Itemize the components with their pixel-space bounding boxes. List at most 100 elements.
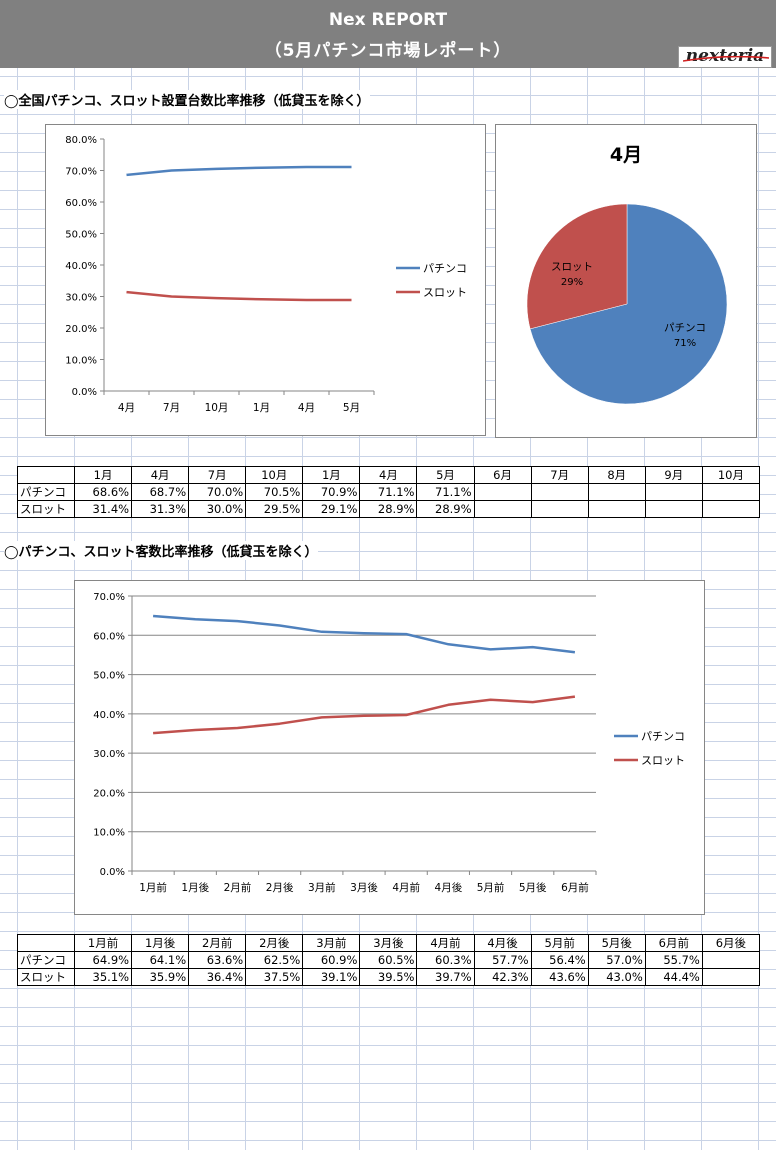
- logo-swoosh-icon: [683, 56, 769, 62]
- table-cell: [701, 500, 760, 518]
- table-cell: 56.4%: [530, 951, 589, 969]
- installation-ratio-chart: 0.0% 10.0% 20.0% 30.0% 40.0% 50.0% 60.0% 70.0% 8…: [45, 124, 486, 436]
- table-cell: 31.3%: [131, 500, 190, 518]
- y-tick-label: 30.0%: [93, 749, 125, 760]
- series-line-pachinko: [153, 614, 576, 654]
- table-cell: 29.1%: [302, 500, 361, 518]
- table-cell: 35.1%: [73, 968, 133, 986]
- pie-slice-slot: [526, 203, 628, 330]
- table-row-label: パチンコ: [17, 951, 75, 969]
- legend-label: パチンコ: [423, 262, 467, 275]
- table-cell: 70.9%: [302, 483, 361, 501]
- pie-slice-pachinko: [529, 203, 728, 405]
- table-cell: 64.9%: [73, 951, 133, 969]
- table-header-cell: 5月: [416, 466, 475, 484]
- table-cell: 62.5%: [245, 951, 304, 969]
- series-line-slot: [126, 290, 352, 302]
- table-cell: [701, 951, 760, 969]
- x-tick-label: 3月後: [350, 881, 378, 894]
- table-header-cell: 4月前: [416, 934, 475, 952]
- table-row: パチンコ 68.6% 68.7% 70.0% 70.5% 70.9% 71.1% 71.1%: [17, 483, 760, 501]
- table-cell: 70.5%: [245, 483, 304, 501]
- y-tick-label: 40.0%: [93, 710, 125, 721]
- table-cell: 44.4%: [644, 968, 703, 986]
- x-tick-label: 6月前: [561, 881, 589, 894]
- pie-slice-name: パチンコ: [664, 322, 706, 334]
- x-tick-label: 1月: [253, 402, 270, 414]
- x-tick-label: 10月: [205, 402, 229, 414]
- table-header-cell: 6月: [473, 466, 532, 484]
- report-title: Nex REPORT: [328, 10, 448, 30]
- y-tick-label: 10.0%: [65, 356, 97, 367]
- table-header-cell: 9月: [644, 466, 703, 484]
- report-subtitle: （5月パチンコ市場レポート）: [264, 41, 512, 61]
- y-tick-label: 0.0%: [72, 387, 97, 398]
- table-header-cell: 2月後: [245, 934, 304, 952]
- x-tick-label: 3月前: [308, 881, 336, 894]
- customer-ratio-line-chart: 0.0% 10.0% 20.0% 30.0% 40.0% 50.0% 60.0% 70.0% 1…: [93, 592, 685, 894]
- table-header-cell: [17, 934, 75, 952]
- table-header-cell: 6月前: [644, 934, 703, 952]
- x-tick-label: 4月: [118, 402, 135, 414]
- table-header-cell: 10月: [245, 466, 304, 484]
- x-tick-label: 5月後: [519, 881, 547, 894]
- table-cell: 39.7%: [416, 968, 475, 986]
- table-cell: 68.6%: [73, 483, 133, 501]
- y-tick-label: 30.0%: [65, 293, 97, 304]
- table-cell: 68.7%: [131, 483, 190, 501]
- table-row: スロット 35.1% 35.9% 36.4% 37.5% 39.1% 39.5% 39.7% 4…: [17, 968, 760, 986]
- table-row: スロット 31.4% 31.3% 30.0% 29.5% 29.1% 28.9% 28.9%: [17, 500, 760, 518]
- y-tick-label: 50.0%: [93, 671, 125, 682]
- table-header-cell: 1月後: [131, 934, 190, 952]
- table-cell: 71.1%: [359, 483, 418, 501]
- section-title-installations: ◯全国パチンコ、スロット設置台数比率推移（低貸玉を除く）: [4, 90, 370, 109]
- pie-chart-box: 4月 パチンコ 71% スロット 29%: [495, 124, 757, 438]
- table-row-label: スロット: [17, 500, 75, 518]
- table-cell: [473, 500, 532, 518]
- legend-label: パチンコ: [641, 730, 685, 743]
- x-tick-label: 2月後: [266, 881, 294, 894]
- customer-ratio-chart: 0.0% 10.0% 20.0% 30.0% 40.0% 50.0% 60.0% 70.0% 1…: [74, 580, 705, 915]
- table-header-cell: 5月前: [530, 934, 589, 952]
- table-cell: [587, 500, 646, 518]
- table-header-cell: 2月前: [188, 934, 247, 952]
- table-cell: 64.1%: [131, 951, 190, 969]
- table-cell: 60.5%: [359, 951, 418, 969]
- table-header-cell: 5月後: [587, 934, 646, 952]
- table-cell: 43.0%: [587, 968, 646, 986]
- customer-ratio-table: 1月前 1月後 2月前 2月後 3月前 3月後 4月前 4月後 5月前 5月後 6月前 6月後 パチンコ…: [17, 934, 760, 986]
- y-tick-label: 0.0%: [100, 867, 125, 878]
- table-cell: [701, 968, 760, 986]
- table-cell: 57.7%: [473, 951, 532, 969]
- table-cell: 43.6%: [530, 968, 589, 986]
- pie-slice-name: スロット: [551, 261, 593, 273]
- table-cell: 29.5%: [245, 500, 304, 518]
- table-cell: 37.5%: [245, 968, 304, 986]
- table-header-cell: 4月: [359, 466, 418, 484]
- x-tick-label: 7月: [163, 402, 180, 414]
- table-cell: [644, 483, 703, 501]
- y-tick-label: 40.0%: [65, 261, 97, 272]
- nexteria-logo: nexteria: [678, 46, 772, 68]
- x-tick-label: 2月前: [224, 881, 252, 894]
- table-header-cell: 1月前: [73, 934, 133, 952]
- table-cell: 71.1%: [416, 483, 475, 501]
- table-cell: 57.0%: [587, 951, 646, 969]
- table-header-cell: 6月後: [701, 934, 760, 952]
- table-cell: 55.7%: [644, 951, 703, 969]
- table-cell: 60.3%: [416, 951, 475, 969]
- table-header-cell: 1月: [302, 466, 361, 484]
- table-header-cell: 4月後: [473, 934, 532, 952]
- table-header-cell: 7月: [188, 466, 247, 484]
- table-cell: 28.9%: [359, 500, 418, 518]
- series-line-pachinko: [126, 165, 352, 177]
- table-cell: 28.9%: [416, 500, 475, 518]
- table-cell: 30.0%: [188, 500, 247, 518]
- table-cell: 42.3%: [473, 968, 532, 986]
- x-tick-label: 4月前: [392, 881, 420, 894]
- table-header-cell: 7月: [530, 466, 589, 484]
- y-tick-label: 60.0%: [65, 198, 97, 209]
- x-tick-label: 1月前: [139, 881, 167, 894]
- report-header: Nex REPORT （5月パチンコ市場レポート）: [0, 0, 776, 68]
- x-tick-label: 5月前: [477, 881, 505, 894]
